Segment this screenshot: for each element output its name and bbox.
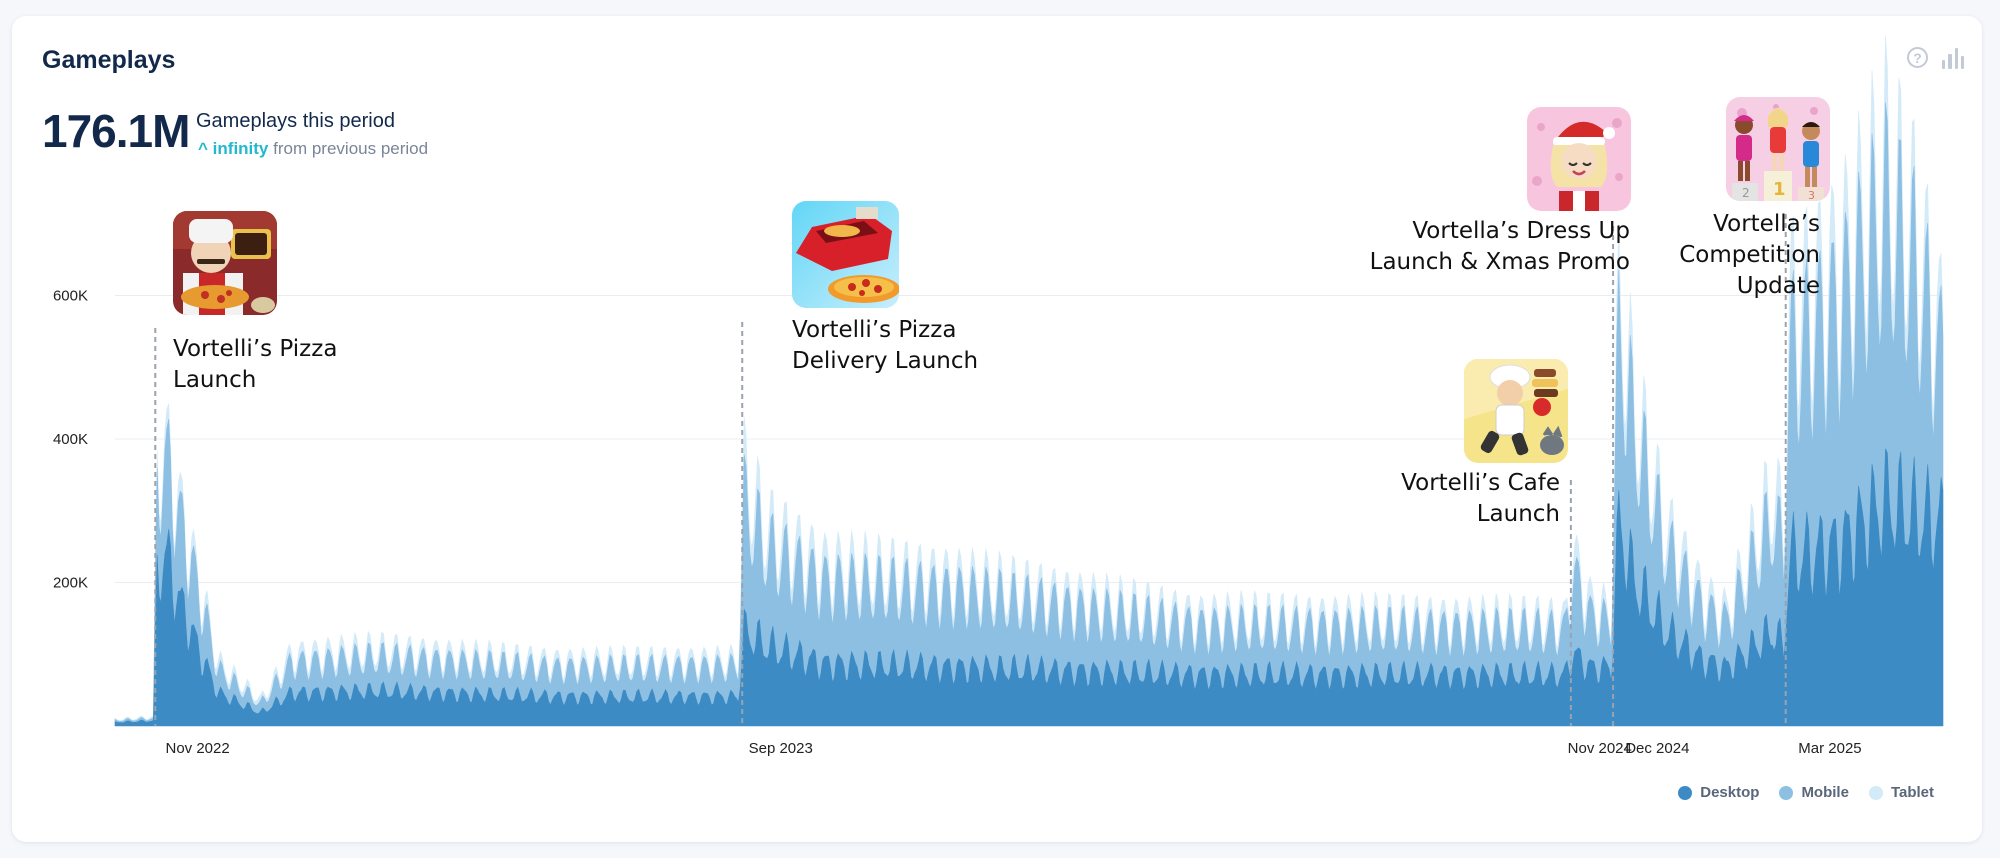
area-mobile — [114, 102, 1944, 724]
dress-up-thumbnail — [1527, 107, 1631, 211]
y-tick-label: 400K — [53, 431, 88, 448]
x-tick-label: Nov 2024 — [1568, 740, 1632, 757]
card-actions: ? — [1907, 47, 1964, 69]
legend-swatch-tablet — [1868, 785, 1883, 800]
change-value: infinity — [212, 139, 269, 158]
question-circle-icon[interactable]: ? — [1907, 47, 1928, 68]
svg-text:1: 1 — [1773, 179, 1786, 200]
y-tick-label: 200K — [53, 575, 88, 592]
legend-label-tablet: Tablet — [1890, 784, 1934, 801]
legend-swatch-mobile — [1779, 785, 1794, 800]
pizza-delivery-thumbnail — [792, 201, 899, 308]
y-tick-label: 600K — [53, 288, 88, 305]
stacked-areas — [114, 36, 1944, 727]
x-tick-label: Sep 2023 — [749, 740, 813, 757]
bar-chart-icon[interactable] — [1942, 47, 1964, 69]
annotation-label-dressup: Vortella’s Dress Up Launch & Xmas Promo — [1369, 218, 1630, 275]
annotation-label-delivery: Vortelli’s Pizza Delivery Launch — [792, 317, 979, 374]
svg-text:3: 3 — [1808, 189, 1815, 201]
annotation-label-pizza: Vortelli’s Pizza Launch — [173, 336, 338, 393]
card-title: Gameplays — [42, 46, 176, 74]
pizza-game-thumbnail — [173, 211, 277, 315]
cafe-game-thumbnail — [1464, 359, 1568, 463]
y-axis-ticks: 200K 400K 600K — [53, 288, 88, 592]
change-suffix: from previous period — [273, 139, 429, 158]
svg-text:2: 2 — [1742, 186, 1750, 200]
legend-label-mobile: Mobile — [1801, 784, 1849, 801]
total-gameplays: 176.1M — [42, 105, 190, 157]
period-label: Gameplays this period — [196, 110, 395, 132]
annotation-lines — [154, 214, 1787, 726]
competition-thumbnail: 2 1 3 — [1726, 97, 1830, 201]
legend-item-mobile[interactable]: Mobile — [1779, 784, 1849, 801]
legend-item-desktop[interactable]: Desktop — [1678, 784, 1759, 801]
legend-swatch-desktop — [1678, 785, 1693, 800]
annotation-label-competition: Vortella’s Competition Update — [1679, 211, 1820, 299]
chart-legend: Desktop Mobile Tablet — [1678, 784, 1934, 801]
annotation-label-cafe: Vortelli’s Cafe Launch — [1401, 470, 1560, 527]
x-tick-label: Mar 2025 — [1798, 740, 1861, 757]
legend-label-desktop: Desktop — [1700, 784, 1760, 801]
area-desktop — [114, 448, 1944, 727]
x-tick-label: Dec 2024 — [1625, 740, 1689, 757]
legend-item-tablet[interactable]: Tablet — [1868, 784, 1934, 801]
change-indicator: ^ infinity from previous period — [198, 139, 428, 159]
change-arrow-icon: ^ — [198, 139, 208, 158]
x-tick-label: Nov 2022 — [165, 740, 229, 757]
